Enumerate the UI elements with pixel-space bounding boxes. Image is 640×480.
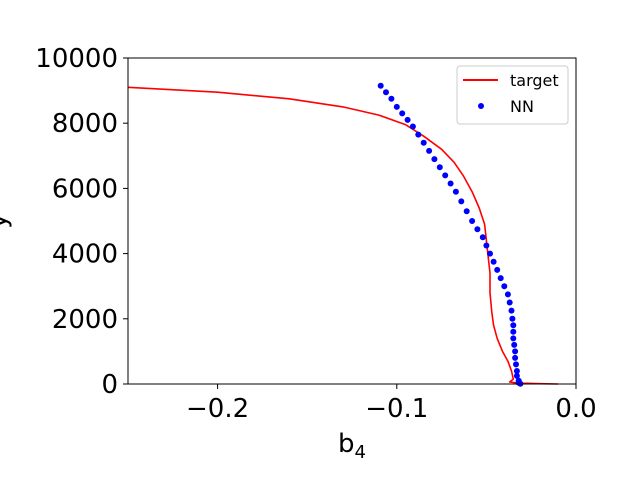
data-point-NN — [458, 198, 465, 205]
data-point-NN — [436, 164, 443, 171]
series-layer — [127, 82, 559, 387]
data-point-NN — [383, 89, 389, 96]
x-axis-title-subscript: 4 — [355, 442, 366, 463]
y-tick-label: 10000 — [35, 44, 118, 74]
data-point-NN — [490, 258, 497, 265]
y-tick-label: 4000 — [52, 240, 118, 270]
data-point-NN — [399, 110, 406, 117]
y-tick-label: 0 — [101, 370, 118, 400]
data-point-NN — [497, 275, 504, 282]
data-point-NN — [509, 315, 516, 322]
data-point-NN — [511, 341, 518, 348]
x-axis: −0.2 −0.1 0.0 — [186, 384, 597, 424]
data-point-NN — [431, 156, 438, 163]
data-point-NN — [452, 188, 459, 195]
data-point-NN — [447, 180, 454, 187]
legend-nn-marker — [478, 103, 484, 109]
data-point-NN — [409, 123, 416, 130]
data-point-NN — [508, 307, 515, 314]
data-point-NN — [513, 372, 520, 379]
data-point-NN — [388, 95, 395, 102]
data-point-NN — [510, 335, 517, 342]
data-point-NN — [469, 218, 476, 224]
data-point-NN — [506, 299, 513, 306]
data-point-NN — [513, 361, 519, 368]
data-point-NN — [377, 82, 384, 89]
data-point-NN — [487, 250, 493, 257]
data-point-NN — [513, 368, 520, 374]
legend-nn-label: NN — [510, 97, 534, 116]
data-point-NN — [442, 172, 449, 179]
data-point-NN — [512, 348, 519, 355]
data-point-NN — [463, 208, 470, 215]
data-point-NN — [474, 226, 481, 233]
x-tick-label: 0.0 — [555, 394, 596, 424]
series-line-target — [127, 86, 559, 385]
data-point-NN — [479, 234, 486, 241]
y-tick-label: 6000 — [52, 174, 118, 204]
plot-frame — [127, 57, 577, 385]
data-point-NN — [420, 139, 427, 146]
x-tick-label: −0.1 — [365, 394, 428, 424]
data-point-NN — [393, 103, 400, 110]
data-point-NN — [483, 242, 490, 249]
data-point-NN — [501, 283, 508, 290]
y-axis-title: y — [0, 213, 13, 228]
y-axis: 0 2000 4000 6000 8000 10000 — [35, 44, 128, 400]
y-tick-label: 2000 — [52, 305, 118, 335]
data-point-NN — [510, 322, 517, 329]
data-point-NN — [426, 147, 433, 154]
data-point-NN — [404, 116, 411, 123]
data-point-NN — [504, 291, 511, 298]
legend-target-label: target — [510, 71, 559, 90]
data-point-NN — [415, 131, 422, 138]
x-axis-title: b4 — [338, 429, 366, 463]
y-tick-label: 8000 — [52, 109, 118, 139]
data-point-NN — [512, 354, 519, 361]
data-point-NN — [510, 328, 517, 335]
x-axis-title-base: b — [338, 429, 355, 459]
data-point-NN — [494, 266, 501, 273]
x-tick-label: −0.2 — [186, 394, 249, 424]
legend: target NN — [456, 65, 569, 125]
